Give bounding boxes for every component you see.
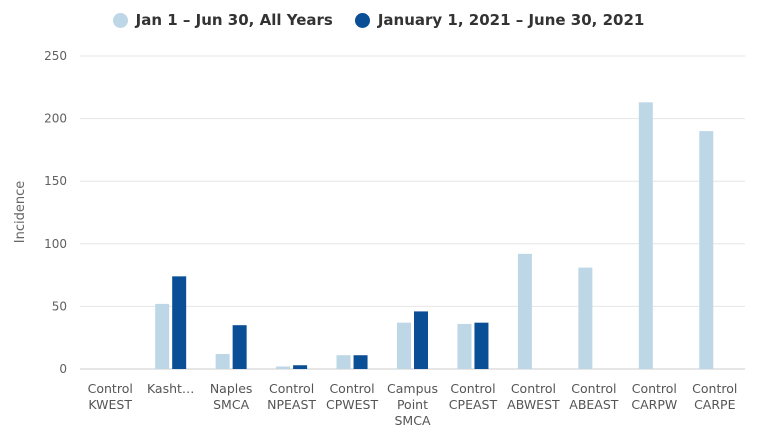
x-tick-label: NPEAST bbox=[267, 397, 316, 412]
x-tick-label: Control bbox=[692, 381, 737, 396]
legend-item-2021[interactable]: January 1, 2021 – June 30, 2021 bbox=[354, 11, 645, 29]
x-tick-label: KWEST bbox=[88, 397, 132, 412]
bar-2021[interactable] bbox=[353, 355, 368, 369]
x-tick-label: SMCA bbox=[395, 413, 431, 428]
bar-all-years[interactable] bbox=[397, 322, 411, 369]
bar-all-years[interactable] bbox=[276, 366, 291, 369]
legend-label-all-years: Jan 1 – Jun 30, All Years bbox=[135, 11, 333, 29]
x-tick-label: Kasht… bbox=[147, 381, 194, 396]
y-tick-label: 250 bbox=[44, 49, 67, 63]
bars bbox=[155, 102, 714, 369]
legend-swatch-2021 bbox=[354, 12, 370, 28]
x-tick-label: CPEAST bbox=[449, 397, 498, 412]
legend-swatch-all-years bbox=[112, 12, 128, 28]
x-tick-label: CARPE bbox=[694, 397, 736, 412]
x-tick-label: CARPW bbox=[631, 397, 677, 412]
bar-all-years[interactable] bbox=[336, 355, 351, 369]
x-tick-label: Point bbox=[397, 397, 428, 412]
x-tick-label: Control bbox=[88, 381, 133, 396]
x-tick-label: Control bbox=[632, 381, 677, 396]
x-tick-label: Campus bbox=[387, 381, 438, 396]
legend-item-all-years[interactable]: Jan 1 – Jun 30, All Years bbox=[112, 11, 333, 29]
bar-2021[interactable] bbox=[232, 325, 247, 369]
chart-legend: Jan 1 – Jun 30, All Years January 1, 202… bbox=[0, 8, 757, 32]
bar-2021[interactable] bbox=[414, 311, 428, 369]
x-tick-label: Control bbox=[269, 381, 314, 396]
bar-all-years[interactable] bbox=[215, 353, 230, 369]
x-tick-label: CPWEST bbox=[326, 397, 378, 412]
y-tick-label: 50 bbox=[52, 299, 67, 313]
bar-all-years[interactable] bbox=[517, 253, 532, 369]
x-tick-label: Control bbox=[329, 381, 374, 396]
x-tick-label: ABEAST bbox=[569, 397, 619, 412]
bar-2021[interactable] bbox=[474, 322, 489, 369]
bar-all-years[interactable] bbox=[457, 323, 472, 369]
x-tick-label: Naples bbox=[210, 381, 253, 396]
bar-all-years[interactable] bbox=[578, 267, 593, 369]
y-tick-label: 100 bbox=[44, 237, 67, 251]
x-tick-label: Control bbox=[571, 381, 616, 396]
y-axis-title: Incidence bbox=[13, 181, 28, 243]
y-axis-ticks: 0 50 100 150 200 250 bbox=[44, 49, 67, 376]
bar-2021[interactable] bbox=[172, 276, 187, 369]
legend-label-2021: January 1, 2021 – June 30, 2021 bbox=[377, 11, 645, 29]
x-tick-label: Control bbox=[450, 381, 495, 396]
x-tick-label: Control bbox=[511, 381, 556, 396]
y-tick-label: 0 bbox=[59, 362, 67, 376]
bar-2021[interactable] bbox=[293, 365, 308, 369]
bar-all-years[interactable] bbox=[155, 303, 170, 369]
bar-all-years[interactable] bbox=[638, 102, 653, 369]
y-tick-label: 150 bbox=[44, 174, 67, 188]
bar-all-years[interactable] bbox=[699, 131, 714, 369]
y-tick-label: 200 bbox=[44, 112, 67, 126]
x-tick-label: SMCA bbox=[213, 397, 249, 412]
x-tick-label: ABWEST bbox=[507, 397, 560, 412]
gridlines bbox=[80, 55, 745, 370]
